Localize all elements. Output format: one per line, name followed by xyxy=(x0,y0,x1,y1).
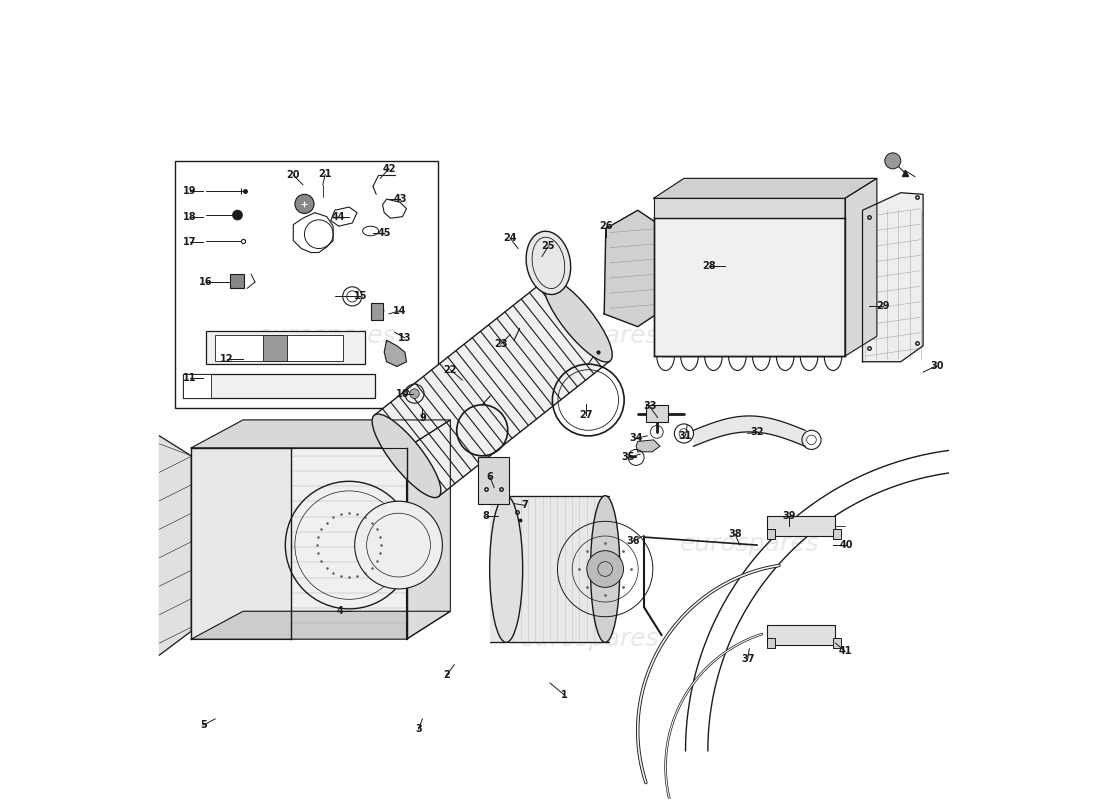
Text: 35: 35 xyxy=(621,452,635,462)
Bar xyxy=(833,529,842,538)
Text: 28: 28 xyxy=(703,261,716,271)
Polygon shape xyxy=(845,178,877,356)
Ellipse shape xyxy=(591,496,619,642)
Text: 15: 15 xyxy=(353,291,367,302)
Polygon shape xyxy=(490,496,608,642)
Polygon shape xyxy=(636,440,660,452)
Text: 45: 45 xyxy=(377,227,390,238)
Text: 23: 23 xyxy=(494,339,507,349)
Text: 20: 20 xyxy=(286,170,300,180)
Circle shape xyxy=(884,153,901,169)
Text: 2: 2 xyxy=(443,670,450,680)
Circle shape xyxy=(295,194,313,214)
Text: 31: 31 xyxy=(679,431,692,441)
Bar xyxy=(653,198,845,218)
Polygon shape xyxy=(407,420,450,639)
Bar xyxy=(767,638,774,648)
Text: 25: 25 xyxy=(541,241,556,251)
Text: 18: 18 xyxy=(183,212,197,222)
Text: eurospares: eurospares xyxy=(680,531,820,555)
Polygon shape xyxy=(862,193,923,362)
Circle shape xyxy=(586,550,624,587)
Text: 10: 10 xyxy=(396,390,409,399)
Ellipse shape xyxy=(490,496,522,642)
Text: 1: 1 xyxy=(561,690,568,700)
Bar xyxy=(371,302,383,320)
Text: 27: 27 xyxy=(579,410,593,420)
Bar xyxy=(478,458,508,504)
Text: 11: 11 xyxy=(183,373,197,382)
Text: 9: 9 xyxy=(419,413,426,422)
Text: 29: 29 xyxy=(877,301,890,311)
Text: 26: 26 xyxy=(600,222,613,231)
Bar xyxy=(646,405,668,422)
Text: 44: 44 xyxy=(332,212,345,222)
Text: 21: 21 xyxy=(318,170,332,179)
Text: 34: 34 xyxy=(629,434,642,443)
Text: 41: 41 xyxy=(838,646,851,656)
Text: eurospares: eurospares xyxy=(520,324,660,348)
Text: 5: 5 xyxy=(200,720,207,730)
Bar xyxy=(653,217,845,356)
Text: 17: 17 xyxy=(183,237,197,247)
Text: 38: 38 xyxy=(728,529,741,539)
Text: 8: 8 xyxy=(483,510,490,521)
Polygon shape xyxy=(160,436,191,655)
Bar xyxy=(184,374,211,398)
Bar xyxy=(767,529,774,538)
Bar xyxy=(230,274,244,288)
Text: 14: 14 xyxy=(394,306,407,316)
Bar xyxy=(767,515,835,535)
Ellipse shape xyxy=(372,414,441,498)
Circle shape xyxy=(354,502,442,589)
Ellipse shape xyxy=(526,231,571,294)
Text: 19: 19 xyxy=(183,186,197,196)
Polygon shape xyxy=(384,340,407,366)
Text: 36: 36 xyxy=(626,536,640,546)
Bar xyxy=(184,374,375,398)
Text: 32: 32 xyxy=(750,427,764,437)
Polygon shape xyxy=(191,611,450,639)
Polygon shape xyxy=(374,280,610,497)
Text: 30: 30 xyxy=(930,361,944,370)
Bar xyxy=(767,625,835,645)
Polygon shape xyxy=(191,448,290,639)
Text: 3: 3 xyxy=(415,724,421,734)
Polygon shape xyxy=(604,210,661,326)
Text: 37: 37 xyxy=(741,654,755,664)
Circle shape xyxy=(409,389,419,398)
Text: 40: 40 xyxy=(839,540,854,550)
Text: eurospares: eurospares xyxy=(257,324,397,348)
Polygon shape xyxy=(191,420,450,448)
Bar xyxy=(175,161,439,408)
Bar xyxy=(263,335,287,361)
Bar xyxy=(833,638,842,648)
Text: 43: 43 xyxy=(394,194,407,204)
Circle shape xyxy=(233,210,242,220)
Text: 39: 39 xyxy=(782,510,796,521)
Text: 13: 13 xyxy=(398,333,411,343)
Text: 22: 22 xyxy=(443,365,458,374)
Polygon shape xyxy=(653,178,877,198)
Text: 7: 7 xyxy=(521,500,528,510)
Text: 42: 42 xyxy=(382,164,396,174)
Polygon shape xyxy=(290,448,407,639)
Text: eurospares: eurospares xyxy=(520,627,660,651)
Text: 6: 6 xyxy=(487,472,494,482)
Text: 24: 24 xyxy=(504,233,517,243)
Ellipse shape xyxy=(543,278,613,362)
Text: 33: 33 xyxy=(642,402,657,411)
Text: 4: 4 xyxy=(337,606,343,616)
Bar xyxy=(216,335,343,361)
Bar xyxy=(206,330,365,364)
Text: 16: 16 xyxy=(199,277,212,287)
Text: 12: 12 xyxy=(220,354,234,363)
